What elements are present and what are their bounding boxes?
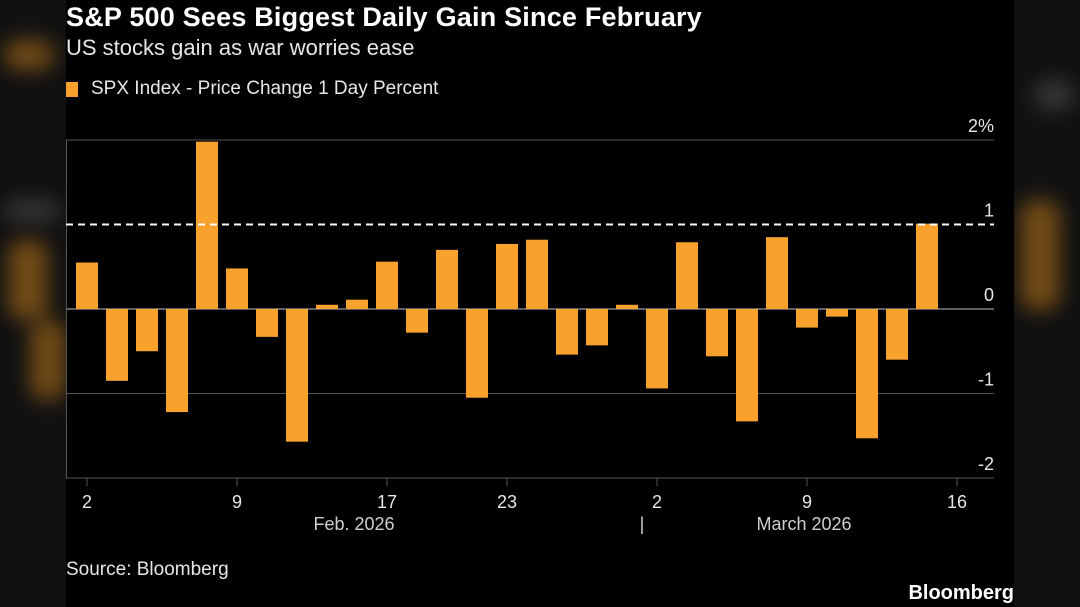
bar (736, 309, 758, 422)
source-note: Source: Bloomberg (66, 559, 229, 580)
bar (106, 309, 128, 381)
x-tick-label: 9 (232, 492, 242, 512)
bar (676, 242, 698, 309)
bar (166, 309, 188, 413)
bar (346, 299, 368, 309)
bar (196, 141, 218, 309)
y-tick-label: -1 (978, 370, 994, 390)
bar (256, 309, 278, 337)
y-tick-label: 0 (984, 285, 994, 305)
x-tick-label: 2 (82, 492, 92, 512)
bar (226, 268, 248, 309)
bar (646, 309, 668, 389)
background-right-panel (1014, 0, 1080, 607)
blurred-shape (8, 240, 48, 320)
blurred-shape (1020, 200, 1060, 310)
month-label: March 2026 (756, 514, 851, 534)
legend-label: SPX Index - Price Change 1 Day Percent (91, 78, 439, 99)
x-tick-label: 2 (652, 492, 662, 512)
bar (406, 309, 428, 333)
background-left-panel (0, 0, 66, 607)
bar (886, 309, 908, 360)
x-tick-label: 23 (497, 492, 517, 512)
bars (76, 141, 938, 442)
bar (316, 304, 338, 309)
bar (856, 309, 878, 439)
y-tick-label: -2 (978, 454, 994, 474)
bar (526, 239, 548, 309)
bar (556, 309, 578, 355)
y-tick-label: 1 (984, 201, 994, 221)
x-tick-label: 9 (802, 492, 812, 512)
bar (766, 237, 788, 309)
bar (706, 309, 728, 357)
bar (916, 223, 938, 309)
blurred-shape (1034, 80, 1074, 110)
bar (496, 243, 518, 309)
chart-title: S&P 500 Sees Biggest Daily Gain Since Fe… (66, 2, 702, 32)
bar (826, 309, 848, 317)
bar (286, 309, 308, 442)
blurred-shape (4, 200, 60, 222)
bar (376, 261, 398, 309)
y-axis-ticks: 2% 1 0 -1 -2 (968, 116, 994, 474)
blurred-shape (30, 320, 66, 400)
bar (76, 262, 98, 309)
bar (466, 309, 488, 398)
x-tick-label: 16 (947, 492, 967, 512)
chart-card: S&P 500 Sees Biggest Daily Gain Since Fe… (66, 0, 1014, 607)
legend: SPX Index - Price Change 1 Day Percent (66, 78, 438, 100)
bar (586, 309, 608, 346)
month-label: Feb. 2026 (313, 514, 394, 534)
x-tick-label: 17 (377, 492, 397, 512)
legend-swatch (66, 81, 78, 97)
blurred-shape (4, 40, 54, 70)
chart-subtitle: US stocks gain as war worries ease (66, 35, 415, 60)
bar (436, 249, 458, 309)
bar (796, 309, 818, 328)
bloomberg-logo: Bloomberg (908, 582, 1014, 604)
y-tick-label: 2% (968, 116, 994, 136)
bar (136, 309, 158, 352)
month-separator: | (640, 514, 645, 534)
bar (616, 304, 638, 309)
